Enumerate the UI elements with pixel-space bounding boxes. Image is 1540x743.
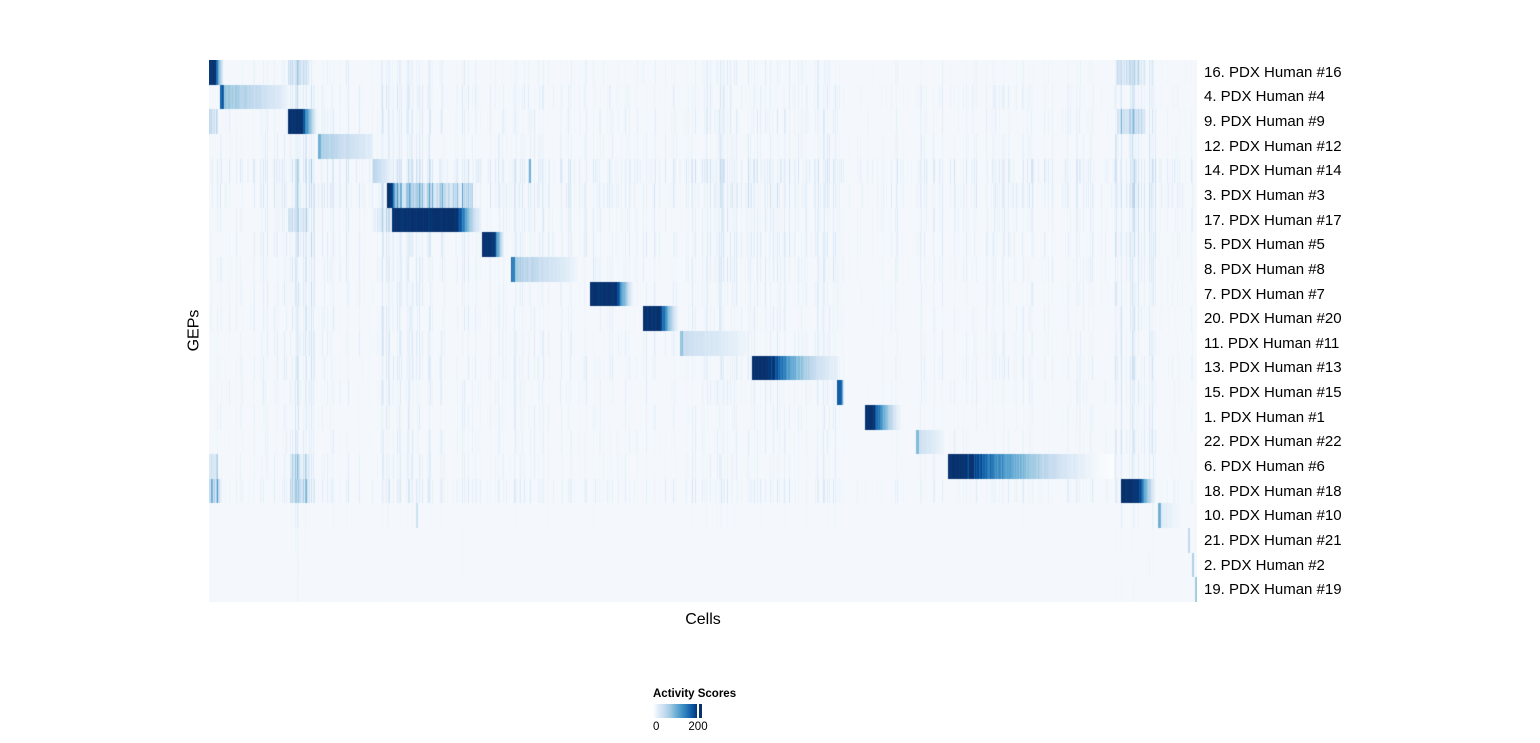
row-label: 16. PDX Human #16 (1204, 63, 1342, 81)
legend-tick-200 (697, 704, 699, 718)
row-label: 13. PDX Human #13 (1204, 359, 1342, 377)
legend-colorbar (653, 704, 702, 718)
row-label: 9. PDX Human #9 (1204, 113, 1325, 131)
y-axis-label: GEPs (185, 309, 203, 352)
row-label: 7. PDX Human #7 (1204, 285, 1325, 303)
legend-colorbar-wrap (653, 704, 702, 718)
row-label: 12. PDX Human #12 (1204, 137, 1342, 155)
row-label: 6. PDX Human #6 (1204, 457, 1325, 475)
legend-tick-label-min: 0 (653, 721, 660, 733)
row-label: 3. PDX Human #3 (1204, 186, 1325, 204)
row-label: 20. PDX Human #20 (1204, 310, 1342, 328)
legend-tick-label-max: 200 (688, 721, 708, 733)
row-label: 19. PDX Human #19 (1204, 581, 1342, 599)
row-label: 4. PDX Human #4 (1204, 88, 1325, 106)
legend: Activity Scores 0 200 (653, 688, 813, 735)
row-label: 5. PDX Human #5 (1204, 236, 1325, 254)
row-label: 15. PDX Human #15 (1204, 384, 1342, 402)
row-label: 2. PDX Human #2 (1204, 556, 1325, 574)
legend-title: Activity Scores (653, 688, 737, 700)
x-axis-label: Cells (685, 611, 721, 628)
row-label: 14. PDX Human #14 (1204, 162, 1342, 180)
row-label: 22. PDX Human #22 (1204, 433, 1342, 451)
row-label: 10. PDX Human #10 (1204, 507, 1342, 525)
row-label: 17. PDX Human #17 (1204, 211, 1342, 229)
row-label: 8. PDX Human #8 (1204, 260, 1325, 278)
heatmap-plot (209, 60, 1197, 602)
row-label: 11. PDX Human #11 (1204, 334, 1340, 352)
row-label: 18. PDX Human #18 (1204, 482, 1342, 500)
row-label: 21. PDX Human #21 (1204, 531, 1342, 549)
legend-tick-labels: 0 200 (653, 721, 713, 735)
row-labels-container: 16. PDX Human #16 4. PDX Human #4 9. PDX H… (1204, 60, 1424, 602)
row-label: 1. PDX Human #1 (1204, 408, 1325, 426)
